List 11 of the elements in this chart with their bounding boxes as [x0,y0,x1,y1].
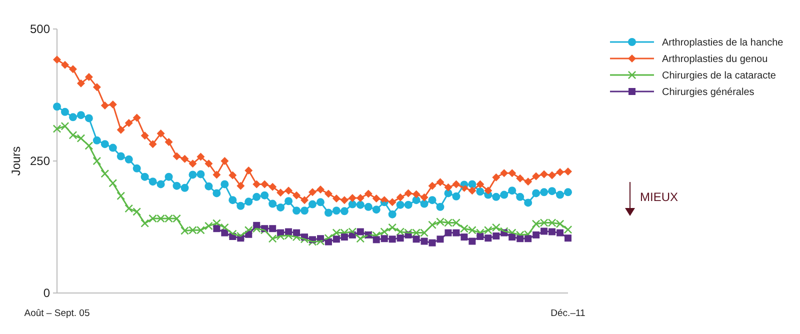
legend-label: Arthroplasties du genou [662,54,768,65]
y-tick-label: 500 [30,22,50,36]
x-tick-label: Août – Sept. 05 [24,308,90,319]
x-tick-label: Déc.–11 [550,308,586,319]
y-tick-label: 250 [30,154,50,168]
legend-label: Chirurgies de la cataracte [662,70,776,82]
legend-label: Arthroplasties de la hanche [662,38,784,48]
y-tick-label: 0 [43,286,50,300]
y-axis-title: Jours [9,146,23,176]
legend-label: Chirurgies générales [662,87,754,98]
text: MIEUX [640,190,678,204]
